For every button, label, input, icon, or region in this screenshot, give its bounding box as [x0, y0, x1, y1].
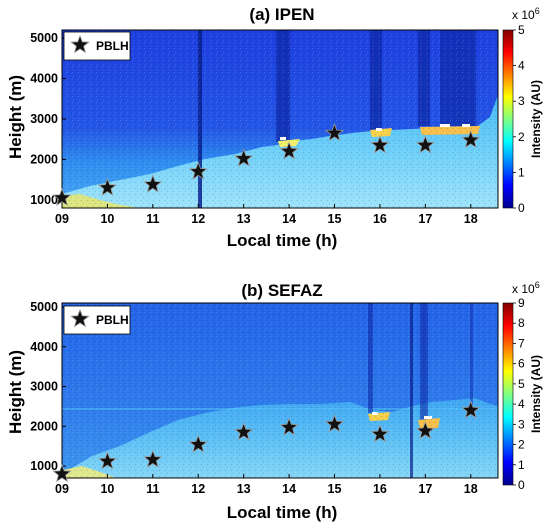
x-tick-label: 16: [373, 482, 387, 496]
panel-b-legend: PBLH: [63, 305, 131, 335]
x-tick-label: 14: [282, 482, 296, 496]
panel-a-x-axis: 09 10 11 12 13 14 15 16 17 18: [55, 204, 478, 226]
x-tick-label: 12: [191, 212, 205, 226]
pblh-star-marker: [461, 129, 481, 149]
pblh-star-marker: [188, 434, 208, 453]
pblh-star-marker: [52, 187, 72, 207]
panel-b-x-axis: 09 10 11 12 13 14 15 16 17 18: [55, 474, 478, 496]
panel-a-colorbar-multiplier: x 106: [512, 6, 540, 22]
x-tick-label: 12: [191, 482, 205, 496]
x-tick-label: 11: [146, 482, 159, 496]
colorbar-tick-label: 9: [518, 296, 525, 310]
panel-a-heatmap: [62, 30, 498, 208]
colorbar-tick-label: 7: [518, 336, 525, 350]
x-tick-label: 17: [418, 212, 432, 226]
pblh-star-marker: [461, 400, 481, 419]
panel-a-legend-label: PBLH: [96, 39, 129, 53]
panel-b-y-axis: 1000 2000 3000 4000 5000: [30, 300, 66, 473]
panel-b-heatmap: [62, 303, 498, 478]
colorbar-tick-label: 5: [518, 23, 525, 37]
x-tick-label: 13: [237, 482, 251, 496]
colorbar-tick-label: 2: [518, 438, 525, 452]
pblh-star-marker: [279, 141, 299, 160]
pblh-star-marker: [97, 451, 118, 470]
colorbar-tick-label: 3: [518, 94, 525, 108]
panel-b-xlabel: Local time (h): [227, 503, 338, 522]
colorbar-tick-label: 1: [518, 458, 525, 472]
y-tick-label: 5000: [30, 300, 58, 314]
colorbar-tick-label: 5: [518, 377, 525, 391]
panel-b-pblh-markers: [52, 400, 481, 483]
x-tick-label: 13: [237, 212, 251, 226]
panel-a: (a) IPEN 1000 2000 3000 4000 5000 09 1: [6, 5, 543, 250]
x-tick-label: 18: [464, 482, 478, 496]
panel-a-y-axis: 1000 2000 3000 4000 5000: [30, 31, 66, 207]
colorbar-tick-label: 0: [518, 201, 525, 215]
y-tick-label: 4000: [30, 72, 58, 86]
x-tick-label: 09: [55, 482, 69, 496]
legend-star-icon: [70, 308, 90, 328]
panel-a-colorbar-label: Intensity (AU): [529, 80, 543, 158]
colorbar-tick-label: 0: [518, 478, 525, 492]
x-tick-label: 10: [100, 212, 114, 226]
pblh-star-marker: [97, 177, 118, 197]
panel-a-ylabel: Height (m): [6, 75, 25, 159]
x-tick-label: 17: [418, 482, 432, 496]
x-tick-label: 16: [373, 212, 387, 226]
x-tick-label: 09: [55, 212, 69, 226]
y-tick-label: 2000: [30, 152, 58, 166]
colorbar-tick-label: 6: [518, 357, 525, 371]
y-tick-label: 1000: [30, 193, 58, 207]
panel-b-legend-label: PBLH: [96, 313, 129, 327]
y-tick-label: 5000: [30, 31, 58, 45]
pblh-star-marker: [143, 174, 163, 193]
x-tick-label: 14: [282, 212, 296, 226]
colorbar-tick-label: 3: [518, 417, 525, 431]
colorbar-tick-label: 2: [518, 130, 525, 144]
y-tick-label: 1000: [30, 459, 58, 473]
x-tick-label: 10: [100, 482, 114, 496]
pblh-star-marker: [324, 414, 345, 433]
panel-a-title: (a) IPEN: [249, 5, 314, 24]
pblh-star-marker: [415, 135, 435, 154]
colorbar-tick-label: 1: [518, 165, 525, 179]
x-tick-label: 11: [146, 212, 159, 226]
colorbar-tick-label: 4: [518, 397, 525, 411]
pblh-star-marker: [234, 422, 254, 441]
pblh-star-marker: [415, 420, 435, 440]
pblh-star-marker: [143, 449, 163, 468]
x-tick-label: 15: [328, 482, 342, 496]
panel-a-legend: PBLH: [63, 31, 131, 61]
pblh-star-marker: [370, 135, 390, 154]
colorbar-tick-label: 4: [518, 59, 525, 73]
panel-b-colorbar-multiplier: x 106: [512, 280, 540, 296]
y-tick-label: 4000: [30, 340, 58, 354]
legend-star-icon: [70, 34, 90, 54]
x-tick-label: 18: [464, 212, 478, 226]
panel-b-colorbar: 0 1 2 3 4 5 6 7 8 9 x 106 Intensity (AU): [502, 280, 543, 492]
panel-b-colorbar-label: Intensity (AU): [529, 355, 543, 433]
panel-b-frame: [61, 302, 499, 479]
pblh-star-marker: [52, 463, 72, 483]
pblh-star-marker: [279, 417, 299, 436]
pblh-star-marker: [370, 424, 390, 443]
panel-a-pblh-markers: [52, 123, 481, 207]
y-tick-label: 3000: [30, 112, 58, 126]
pblh-star-marker: [324, 123, 345, 142]
pblh-star-marker: [188, 161, 208, 180]
panel-b-ylabel: Height (m): [6, 350, 25, 434]
y-tick-label: 2000: [30, 419, 58, 433]
x-tick-label: 15: [328, 212, 342, 226]
panel-b-title: (b) SEFAZ: [241, 281, 322, 300]
colorbar-tick-label: 8: [518, 316, 525, 330]
panel-a-colorbar: 0 1 2 3 4 5 x 106 Intensity (AU): [502, 6, 543, 215]
pblh-star-marker: [234, 148, 254, 167]
y-tick-label: 3000: [30, 380, 58, 394]
panel-a-xlabel: Local time (h): [227, 231, 338, 250]
